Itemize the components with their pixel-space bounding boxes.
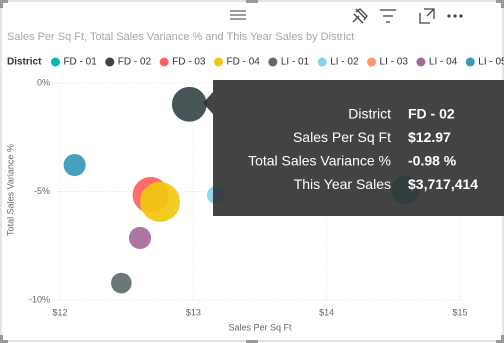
tooltip-label: This Year Sales xyxy=(294,176,391,192)
bubble xyxy=(63,153,86,177)
legend-label: LI - 01 xyxy=(281,57,310,68)
tooltip-pointer xyxy=(203,92,213,114)
tooltip-label: Sales Per Sq Ft xyxy=(293,129,391,145)
legend-marker xyxy=(50,57,60,67)
y-tick-label: -5% xyxy=(34,186,50,196)
bubble xyxy=(111,272,132,294)
focus-mode-icon[interactable] xyxy=(419,8,435,24)
bubble xyxy=(171,86,207,122)
more-options-icon[interactable] xyxy=(447,14,463,18)
pin-icon[interactable] xyxy=(352,8,368,24)
tooltip-background xyxy=(213,80,504,216)
tooltip: District FD - 02 Sales Per Sq Ft $12.97 Tota… xyxy=(203,80,504,216)
legend-label: FD - 02 xyxy=(118,57,152,68)
legend-label: LI - 02 xyxy=(330,57,359,68)
y-axis-title: Total Sales Variance % xyxy=(5,144,15,236)
bubble xyxy=(140,181,180,222)
legend-marker xyxy=(465,57,475,67)
legend-marker xyxy=(367,57,377,67)
legend-label: FD - 03 xyxy=(172,57,206,68)
legend-label: LI - 05 xyxy=(478,57,504,68)
y-tick-label: 0% xyxy=(37,77,50,87)
drag-handle[interactable] xyxy=(230,10,246,20)
x-tick-label: $15 xyxy=(452,307,467,317)
legend-marker xyxy=(159,57,169,67)
legend-label: LI - 03 xyxy=(380,57,409,68)
chart-title: Sales Per Sq Ft, Total Sales Variance % … xyxy=(7,31,354,43)
legend-marker xyxy=(105,57,115,67)
tooltip-label: Total Sales Variance % xyxy=(248,153,391,169)
x-tick-label: $14 xyxy=(319,307,334,317)
tooltip-value: $12.97 xyxy=(408,129,451,145)
x-tick-label: $13 xyxy=(186,307,201,317)
legend-label: LI - 04 xyxy=(429,57,458,68)
y-tick-label: -10% xyxy=(29,294,50,304)
x-axis-title: Sales Per Sq Ft xyxy=(228,322,292,332)
legend-marker xyxy=(416,57,426,67)
tooltip-value: FD - 02 xyxy=(408,106,455,122)
legend-marker xyxy=(268,57,278,67)
tooltip-value: $3,717,414 xyxy=(408,176,478,192)
filter-icon[interactable] xyxy=(380,9,396,23)
tooltip-value: -0.98 % xyxy=(408,153,457,169)
bubble xyxy=(128,226,152,250)
legend-title: District xyxy=(7,57,42,68)
legend-marker xyxy=(213,57,223,67)
legend-label: FD - 01 xyxy=(63,57,97,68)
legend-label: FD - 04 xyxy=(226,57,260,68)
legend-marker xyxy=(317,57,327,67)
tooltip-label: District xyxy=(348,106,391,122)
x-tick-label: $12 xyxy=(52,307,67,317)
